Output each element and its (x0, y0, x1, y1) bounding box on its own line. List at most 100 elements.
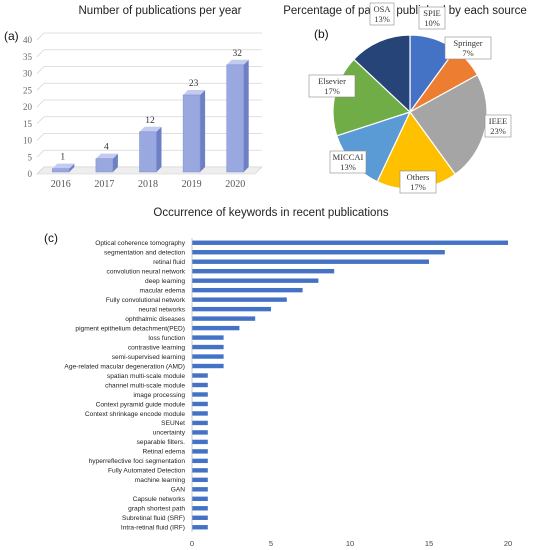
c-category-label: pigment epithelium detachment(PED) (75, 325, 185, 332)
c-bar (192, 382, 208, 388)
b-slice-osa (353, 34, 411, 114)
c-bar (192, 392, 208, 397)
a-grid-diagonal (36, 49, 45, 58)
c-bar (192, 344, 224, 350)
a-bar-top (226, 59, 249, 65)
c-category-label: semi-supervised learning (112, 354, 186, 361)
a-bar-top (183, 89, 206, 95)
a-xtick-label: 2020 (225, 179, 245, 190)
a-bar-side (69, 163, 75, 172)
a-ytick-label: 5 (28, 152, 33, 162)
b-slice-percent: 17% (410, 182, 426, 192)
c-category-label: Fully Automated Detection (108, 468, 185, 475)
b-slice-label: IEEE (489, 116, 507, 126)
c-bar (192, 439, 208, 445)
b-label-box (329, 150, 367, 174)
c-category-label: separable filters. (137, 439, 186, 446)
c-bar (192, 420, 208, 426)
c-bar (192, 268, 335, 274)
c-category-label: channel multi-scale module (105, 382, 185, 389)
chart-a-title: Number of publications per year (79, 5, 242, 17)
c-category-label: loss function (148, 335, 185, 342)
a-xtick-label: 2019 (182, 179, 202, 190)
b-label-box (308, 74, 356, 98)
a-bar (52, 163, 75, 173)
c-category-label: Subretinal fluid (SRF) (122, 515, 185, 522)
c-bar (192, 354, 224, 359)
c-category-label: graph shortest path (128, 506, 185, 513)
b-slice-label: OSA (373, 4, 391, 14)
b-label-box (444, 36, 492, 60)
c-xtick-label: 10 (346, 539, 354, 548)
c-xtick-label: 20 (504, 539, 512, 548)
c-bar (192, 468, 208, 473)
c-bar (192, 506, 208, 511)
a-data-label: 12 (145, 116, 155, 126)
c-bar (192, 297, 287, 302)
a-bar-front (226, 64, 244, 173)
a-bar-top (52, 163, 75, 169)
b-slice-percent: 7% (462, 48, 473, 58)
c-bar (192, 411, 208, 416)
b-slice-percent: 17% (324, 86, 340, 96)
a-xtick-label: 2018 (138, 179, 158, 190)
chart-b-title: Percentage of papers published by each s… (283, 5, 527, 17)
a-grid-diagonal (36, 66, 45, 74)
b-slice-label: SPIE (423, 8, 440, 18)
c-bar (192, 306, 271, 312)
c-category-label: GAN (171, 487, 186, 494)
a-data-label: 1 (60, 153, 65, 163)
c-category-label: machine learning (135, 477, 186, 484)
c-bar (192, 515, 208, 520)
b-slice-percent: 10% (424, 18, 440, 28)
c-xtick-label: 5 (269, 539, 273, 548)
c-category-label: hyperreflective foci segmentation (89, 458, 186, 465)
panel-a-label: (a) (4, 29, 19, 43)
a-xtick-label: 2016 (51, 179, 71, 190)
a-ytick-label: 15 (23, 119, 33, 129)
a-bar-side (243, 59, 249, 172)
b-slice-label: Elsevier (318, 76, 346, 86)
a-bar-front (95, 158, 114, 173)
a-bar (95, 153, 118, 173)
panel-b-label: (b) (314, 27, 329, 41)
c-bar (192, 458, 208, 464)
c-bar (192, 401, 208, 407)
a-grid-diagonal (36, 32, 45, 41)
c-bar (192, 363, 224, 369)
a-xtick-label: 2017 (94, 179, 114, 190)
b-slice-percent: 13% (374, 14, 390, 24)
a-bar (139, 126, 162, 173)
a-grid-diagonal (36, 82, 45, 91)
c-bar (192, 477, 208, 483)
c-category-label: Capsule networks (133, 496, 186, 503)
a-bar-front (139, 131, 157, 173)
c-bar (192, 287, 303, 293)
a-ytick-label: 35 (23, 52, 33, 62)
b-slice-label: Springer (453, 38, 482, 48)
b-slice-percent: 23% (490, 126, 506, 136)
a-grid-diagonal (36, 133, 45, 141)
c-bar (192, 278, 319, 283)
panel-c-label: (c) (44, 231, 58, 245)
c-category-label: Retinal edema (142, 449, 185, 456)
chart-keyword-occurrence: Occurrence of keywords in recent publica… (44, 207, 512, 548)
a-ytick-label: 20 (23, 102, 33, 112)
c-bar (192, 316, 256, 321)
a-ytick-label: 10 (23, 136, 33, 146)
c-category-label: Age-related macular degeneration (AMD) (64, 363, 185, 370)
b-label-box (399, 170, 437, 194)
b-slice-label: Others (407, 172, 430, 182)
a-ytick-label: 0 (28, 169, 33, 179)
c-category-label: Optical coherence tomography (95, 240, 186, 247)
c-bar (192, 250, 445, 255)
a-bar (182, 89, 206, 173)
c-category-label: retinal fluid (153, 259, 185, 266)
a-grid-diagonal (36, 149, 45, 158)
a-bar (226, 59, 249, 173)
a-ytick-label: 30 (23, 69, 33, 79)
c-category-label: SEUNet (161, 420, 185, 427)
c-category-label: Intra-retinal fluid (IRF) (121, 525, 185, 532)
a-bar-front (52, 168, 70, 173)
